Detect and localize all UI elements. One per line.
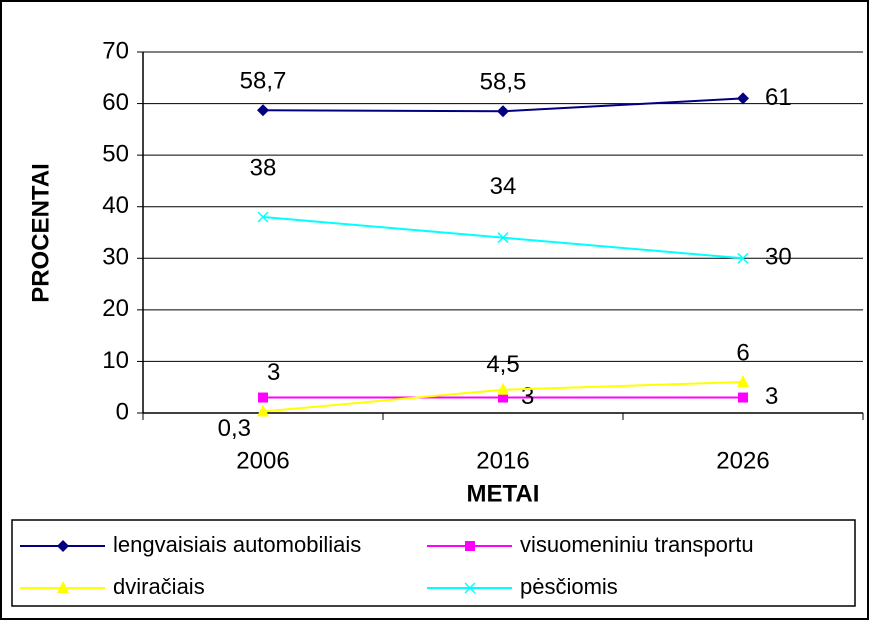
marker [257,404,269,417]
marker [737,375,749,388]
y-tick-label: 0 [116,398,129,425]
marker [738,392,748,403]
data-label: 3 [765,383,778,410]
data-label: 58,7 [240,68,287,95]
data-label: 3 [521,383,534,410]
marker [498,392,508,403]
marker [465,541,475,551]
marker [257,104,269,117]
legend-label: pėsčiomis [520,574,618,599]
data-label: 0,3 [218,415,251,442]
y-tick-label: 30 [102,244,129,271]
legend-label: lengvaisiais automobiliais [113,532,361,557]
marker [257,211,269,223]
data-label: 30 [765,244,792,271]
y-tick-label: 20 [102,295,129,322]
legend-label: dviračiais [113,574,205,599]
marker [737,92,749,105]
data-label: 4,5 [486,351,519,378]
y-tick-label: 50 [102,140,129,167]
x-tick-label: 2026 [716,447,769,474]
marker [464,582,476,594]
data-label: 34 [490,173,517,200]
x-tick-label: 2016 [476,447,529,474]
marker [497,382,509,395]
x-tick-label: 2006 [236,447,289,474]
marker [497,232,509,244]
y-tick-label: 70 [102,37,129,64]
data-label: 58,5 [480,69,527,96]
marker [57,581,69,593]
y-axis-title: PROCENTAI [27,163,54,303]
legend-box [11,519,856,607]
legend-label: visuomeniniu transportu [520,532,754,557]
data-label: 3 [267,359,280,386]
marker [57,540,69,552]
data-label: 38 [250,154,277,181]
y-tick-label: 10 [102,347,129,374]
data-label: 6 [736,339,749,366]
marker [497,105,509,118]
marker [258,392,268,403]
y-tick-label: 60 [102,89,129,116]
x-axis-title: METAI [467,480,540,507]
marker [737,252,749,264]
y-tick-label: 40 [102,192,129,219]
data-label: 61 [765,84,792,111]
